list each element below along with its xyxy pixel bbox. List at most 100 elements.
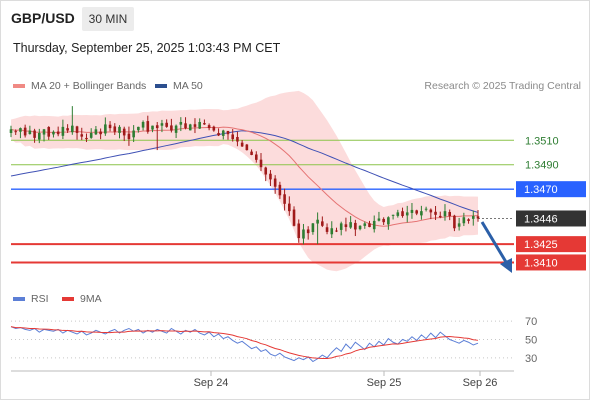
candle-body xyxy=(118,126,121,133)
ma50-swatch xyxy=(155,84,167,88)
candle-body xyxy=(306,229,310,234)
credit-text: Research © 2025 Trading Central xyxy=(424,80,581,92)
candle-body xyxy=(188,124,192,131)
candle-body xyxy=(108,124,112,129)
candle-body xyxy=(146,121,150,132)
rsi-tick-30: 30 xyxy=(525,353,537,365)
candle-body xyxy=(410,209,414,213)
candle-body xyxy=(193,124,197,127)
candle-body xyxy=(429,209,433,213)
level-label-1.3510: 1.3510 xyxy=(525,135,559,147)
candle-body xyxy=(330,228,334,235)
candle-body xyxy=(132,130,135,138)
candle-body xyxy=(198,121,201,129)
level-box-1.3425 xyxy=(516,236,586,253)
candle-body xyxy=(155,125,159,129)
candle-body xyxy=(212,126,216,131)
legend-ma50-label: MA 50 xyxy=(173,80,203,92)
candle-body xyxy=(273,178,277,187)
level-label-1.3446: 1.3446 xyxy=(524,213,558,225)
ma20-line xyxy=(10,126,479,227)
x-tick-label: Sep 26 xyxy=(463,377,498,389)
candle-body xyxy=(283,194,286,204)
level-label-1.3425: 1.3425 xyxy=(524,239,558,251)
level-label-1.3490: 1.3490 xyxy=(525,160,559,172)
candle-body xyxy=(311,223,315,233)
candle-body xyxy=(66,128,69,131)
ma50-line xyxy=(10,130,479,213)
candle-body xyxy=(401,211,404,217)
candle-body xyxy=(245,144,249,151)
candle-body xyxy=(259,159,263,168)
candle-body xyxy=(438,215,442,218)
level-box-1.3410 xyxy=(516,254,586,271)
forecast-arrow-shaft xyxy=(480,221,508,263)
candle-body xyxy=(113,126,117,132)
candle-body xyxy=(56,131,60,135)
candle-body xyxy=(170,125,173,131)
rsi-swatch xyxy=(13,297,25,301)
candle-body xyxy=(292,209,296,226)
rsi-ma-swatch xyxy=(62,297,74,301)
candle-body xyxy=(71,125,74,133)
candle-body xyxy=(415,210,418,214)
candle-body xyxy=(321,221,324,226)
candle-body xyxy=(297,223,301,239)
candle-body xyxy=(443,211,447,217)
candle-body xyxy=(38,132,41,140)
candle-body xyxy=(254,154,258,160)
candle-body xyxy=(278,184,282,196)
candle-body xyxy=(141,121,145,128)
legend-rsi-ma-label: 9MA xyxy=(80,293,102,305)
candle-body xyxy=(99,131,102,135)
level-label-1.3410: 1.3410 xyxy=(524,257,558,269)
legend-ma50: MA 50 xyxy=(155,80,203,92)
candle-body xyxy=(28,130,32,135)
candle-body xyxy=(462,217,466,224)
candle-body xyxy=(89,132,93,138)
candle-body xyxy=(396,212,400,216)
candle-body xyxy=(165,122,168,127)
candle-body xyxy=(372,220,376,230)
candle-body xyxy=(476,216,480,219)
candle-body xyxy=(382,218,385,223)
candle-body xyxy=(174,125,178,133)
legend-rsi-ma: 9MA xyxy=(62,293,102,305)
candle-body xyxy=(33,130,36,138)
candle-body xyxy=(179,121,183,125)
x-tick-label: Sep 24 xyxy=(194,377,229,389)
candle-body xyxy=(85,137,88,140)
candle-body xyxy=(325,227,329,232)
candle-body xyxy=(387,217,390,225)
candle-body xyxy=(137,126,140,131)
candle-body xyxy=(448,211,451,217)
candle-body xyxy=(405,212,409,216)
legend-rsi: RSI xyxy=(13,293,49,305)
timeframe-button[interactable]: 30 MIN xyxy=(82,7,134,31)
candle-body xyxy=(420,211,423,216)
candle-body xyxy=(80,134,84,137)
candle-body xyxy=(231,134,235,140)
candle-body xyxy=(424,208,428,210)
legend-ma20-label: MA 20 + Bollinger Bands xyxy=(31,80,147,92)
candle-body xyxy=(75,126,79,133)
timestamp: Thursday, September 25, 2025 1:03:43 PM … xyxy=(13,41,281,55)
candle-body xyxy=(344,224,348,228)
candle-body xyxy=(47,127,51,137)
candle-body xyxy=(349,222,352,228)
candle-body xyxy=(339,223,343,230)
candle-body xyxy=(184,123,187,129)
candle-body xyxy=(358,225,362,230)
candle-body xyxy=(203,123,206,125)
candle-body xyxy=(221,130,225,136)
candle-body xyxy=(354,222,357,230)
rsi-tick-70: 70 xyxy=(525,316,537,328)
candle-body xyxy=(94,129,98,135)
candle-body xyxy=(363,223,367,226)
candle-body xyxy=(127,133,131,140)
candle-body xyxy=(104,124,107,134)
candle-body xyxy=(226,130,230,135)
candle-body xyxy=(217,132,220,136)
candle-body xyxy=(236,136,239,142)
